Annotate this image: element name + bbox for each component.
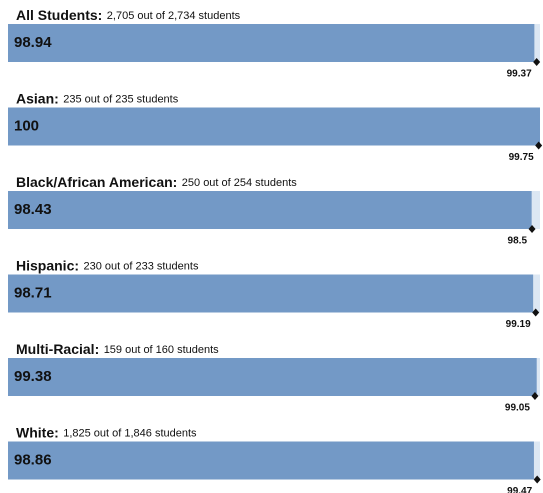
value-label: 98.43 xyxy=(14,201,52,218)
group-detail: 1,825 out of 1,846 students xyxy=(63,427,197,439)
group-name: All Students: xyxy=(16,7,102,23)
value-label: 99.38 xyxy=(14,368,52,385)
group-title: Hispanic: 230 out of 233 students xyxy=(16,257,199,275)
benchmark-marker xyxy=(533,58,541,66)
benchmark-label: 98.5 xyxy=(508,236,528,247)
group-title: All Students: 2,705 out of 2,734 student… xyxy=(16,7,241,25)
group-name: White: xyxy=(16,424,59,440)
benchmark-marker xyxy=(531,392,539,400)
group-name: Black/African American: xyxy=(16,174,177,190)
group-title: Multi-Racial: 159 out of 160 students xyxy=(16,341,219,359)
group-title: Asian: 235 out of 235 students xyxy=(16,90,179,108)
benchmark-label: 99.19 xyxy=(506,319,531,330)
group-title: Black/African American: 250 out of 254 s… xyxy=(16,174,297,192)
bar xyxy=(8,24,535,62)
benchmark-marker xyxy=(535,141,543,150)
group-detail: 250 out of 254 students xyxy=(182,177,297,189)
bar xyxy=(8,358,537,396)
benchmark-label: 99.37 xyxy=(507,69,532,80)
bar xyxy=(8,441,534,480)
group-title: White: 1,825 out of 1,846 students xyxy=(16,424,197,442)
benchmark-marker xyxy=(533,475,541,484)
group-name: Hispanic: xyxy=(16,257,79,273)
group-detail: 230 out of 233 students xyxy=(83,260,198,272)
benchmark-label: 99.75 xyxy=(509,152,534,163)
benchmark-label: 99.05 xyxy=(505,403,530,414)
value-label: 98.71 xyxy=(14,284,52,301)
group-detail: 2,705 out of 2,734 students xyxy=(107,10,241,22)
value-label: 98.94 xyxy=(14,34,52,51)
group-name: Multi-Racial: xyxy=(16,341,99,357)
group-name: Asian: xyxy=(16,90,59,106)
bar xyxy=(8,274,534,313)
bar xyxy=(8,107,540,146)
benchmark-marker xyxy=(532,308,540,317)
group-detail: 235 out of 235 students xyxy=(63,93,178,105)
value-label: 100 xyxy=(14,117,39,134)
value-label: 98.86 xyxy=(14,451,52,468)
bar xyxy=(8,191,532,229)
benchmark-marker xyxy=(528,225,536,233)
benchmark-label: 99.47 xyxy=(507,486,532,493)
group-detail: 159 out of 160 students xyxy=(104,344,219,356)
